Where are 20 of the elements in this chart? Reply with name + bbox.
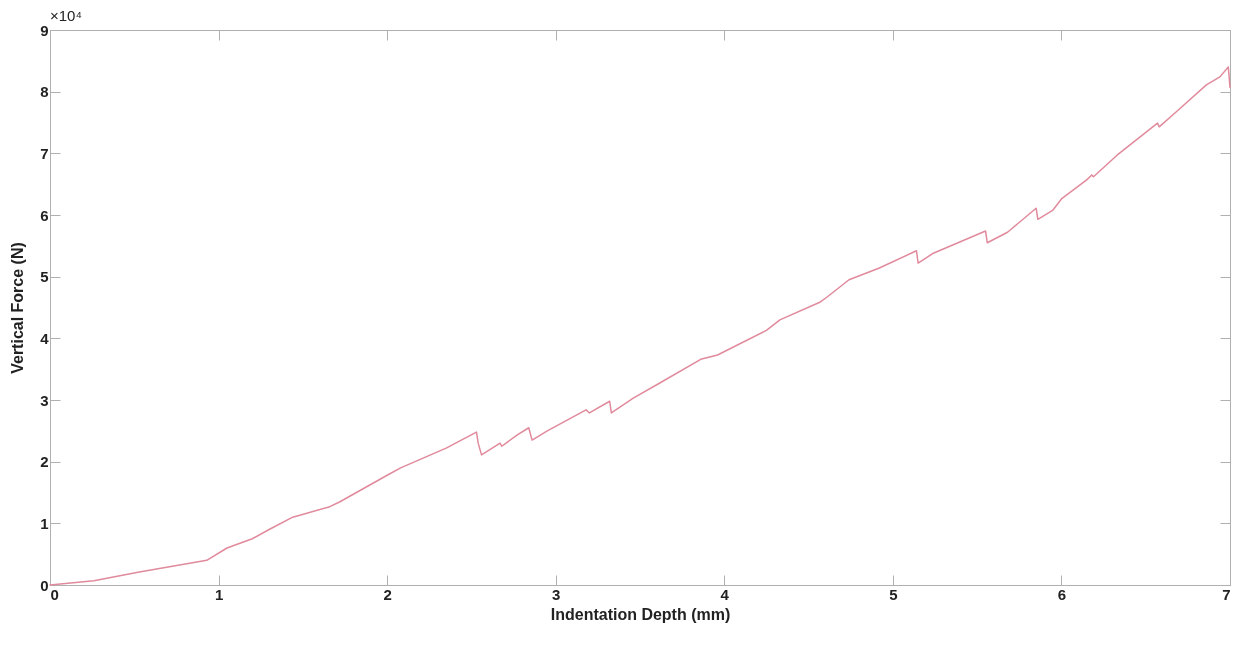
x-tick-label: 7 — [1222, 585, 1231, 603]
x-tick-label: 4 — [720, 585, 730, 603]
x-axis-title: Indentation Depth (mm) — [550, 605, 731, 623]
y-tick-label: 3 — [40, 391, 49, 409]
line-series — [49, 66, 1231, 586]
y-tick-label: 7 — [40, 144, 49, 162]
x-tick-label: 3 — [552, 585, 561, 603]
x-tick-label: 1 — [214, 585, 224, 603]
y-tick-label: 4 — [40, 329, 50, 347]
y-tick-label: 5 — [40, 268, 49, 286]
y-tick-label: 6 — [40, 206, 49, 224]
x-tick-label: 2 — [383, 585, 392, 603]
y-axis-title: Vertical Force (N) — [9, 242, 27, 374]
x-tick-label: 5 — [889, 585, 898, 603]
x-tick-label: 6 — [1057, 585, 1067, 603]
y-tick-label: 1 — [40, 514, 49, 532]
y-tick-label: 2 — [40, 453, 49, 471]
y-tick-label: 8 — [40, 83, 49, 101]
text: ×10⁴ — [50, 7, 82, 24]
y-tick-label: 9 — [40, 21, 49, 39]
